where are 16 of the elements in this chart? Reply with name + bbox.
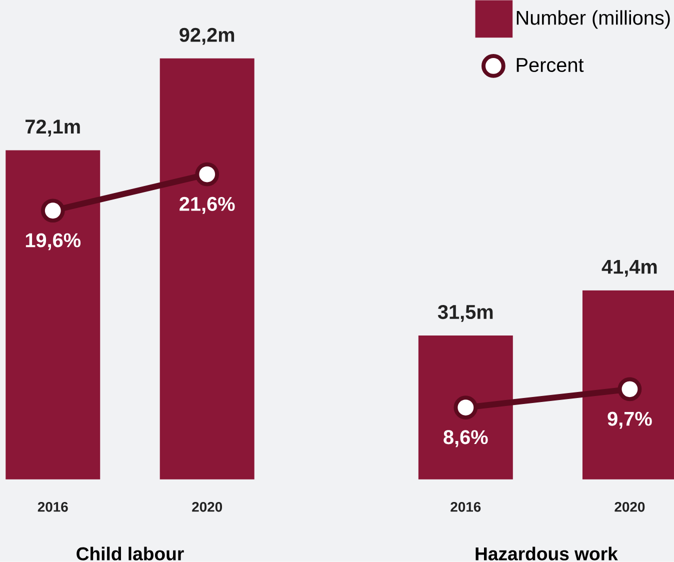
data-label: 19,6%	[26, 233, 81, 250]
x-tick-label: 2016	[450, 502, 481, 512]
data-label: 9,7%	[608, 412, 652, 429]
x-axis-title: Child labour	[76, 546, 184, 560]
data-label: 8,6%	[444, 430, 488, 448]
x-tick-label: 2020	[192, 502, 222, 512]
data-label: 21,6%	[180, 196, 235, 214]
data-label: 92,2m	[180, 28, 234, 45]
x-axis-title: Hazardous work	[476, 546, 618, 560]
data-label: 72,1m	[26, 120, 80, 137]
data-label: 41,4m	[602, 260, 657, 277]
legend-label: Percent	[516, 58, 584, 72]
x-tick-label: 2016	[38, 502, 68, 512]
data-label: 31,5m	[438, 304, 493, 322]
x-tick-label: 2020	[614, 502, 645, 512]
legend-label: Number (millions)	[516, 10, 670, 29]
